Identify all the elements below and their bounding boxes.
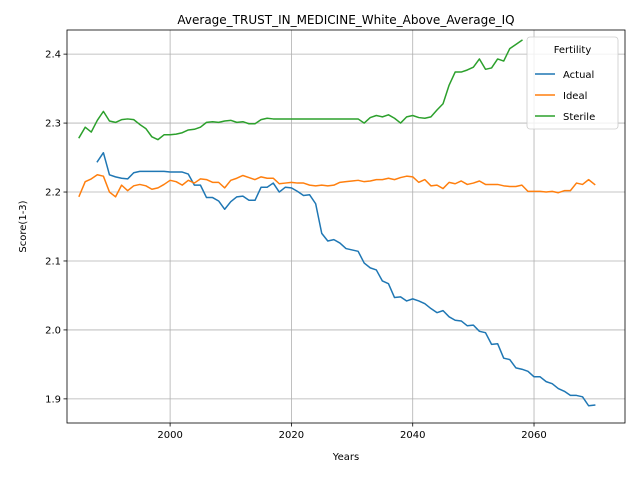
axis-ticks: 2000 2020 2040 2060 1.9 2.0 2.1 2.2 2.3 2.4 bbox=[45, 50, 547, 441]
legend-box bbox=[526, 36, 619, 130]
legend-label-ideal: Ideal bbox=[563, 91, 587, 102]
y-axis-title: Score(1-3) bbox=[18, 200, 29, 252]
x-tick-label: 2000 bbox=[157, 430, 182, 441]
series-line-actual bbox=[96, 151, 596, 407]
legend: Fertility Actual Ideal Sterile bbox=[526, 36, 619, 130]
legend-label-actual: Actual bbox=[563, 70, 594, 81]
y-tick-label: 1.9 bbox=[45, 394, 61, 405]
legend-label-sterile: Sterile bbox=[563, 112, 595, 123]
y-tick-label: 2.1 bbox=[45, 256, 61, 267]
y-tick-label: 2.2 bbox=[45, 188, 61, 199]
series-lines bbox=[78, 39, 596, 407]
x-axis-title: Years bbox=[332, 452, 359, 463]
legend-title: Fertility bbox=[554, 45, 592, 56]
x-tick-label: 2060 bbox=[521, 430, 546, 441]
y-tick-label: 2.4 bbox=[45, 50, 61, 61]
x-tick-label: 2040 bbox=[400, 430, 425, 441]
x-tick-label: 2020 bbox=[279, 430, 304, 441]
chart-title: Average_TRUST_IN_MEDICINE_White_Above_Av… bbox=[177, 13, 514, 27]
series-line-sterile bbox=[78, 39, 523, 141]
plot-frame bbox=[66, 29, 626, 424]
y-tick-label: 2.0 bbox=[45, 325, 61, 336]
y-tick-label: 2.3 bbox=[45, 119, 61, 130]
series-line-ideal bbox=[78, 174, 596, 198]
